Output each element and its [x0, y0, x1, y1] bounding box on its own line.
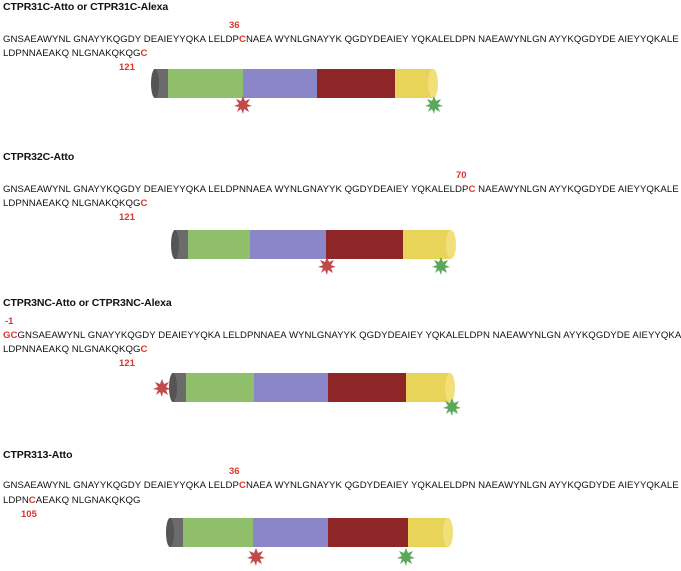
- sequence-line-1: GNSAEAWYNL GNAYYKQGDY DEAIEYYQKA LELDPNN…: [3, 184, 679, 195]
- protein-bar: [153, 373, 461, 416]
- protein-bar: [171, 230, 456, 275]
- repeat-3-segment: [326, 230, 403, 259]
- sequence-line-1: GNSAEAWYNL GNAYYKQGDY DEAIEYYQKA LELDPCN…: [3, 480, 679, 491]
- repeat-2-segment: [253, 518, 328, 547]
- sequence-line-2: LDPNNAEAKQ NLGNAKQKQGC: [3, 198, 148, 209]
- sequence-line-1: GNSAEAWYNL GNAYYKQGDY DEAIEYYQKA LELDPCN…: [3, 34, 679, 45]
- residue-number-bottom: 121: [119, 212, 135, 223]
- residue-number-top: -1: [5, 316, 14, 327]
- donor-dye-star: [425, 96, 443, 114]
- solvating-end: [428, 69, 438, 98]
- cap-end: [169, 373, 177, 402]
- solvating-end: [443, 518, 453, 547]
- repeat-1-segment: [188, 230, 250, 259]
- solvating-helix-segment: [406, 373, 450, 402]
- protein-bar: [166, 518, 453, 566]
- residue-number-top: 36: [229, 20, 240, 31]
- residue-number-top: 70: [456, 170, 467, 181]
- cap-end: [166, 518, 174, 547]
- solvating-helix-segment: [403, 230, 451, 259]
- residue-number-bottom: 105: [21, 509, 37, 520]
- panel-title: CTPR3NC-Atto or CTPR3NC-Alexa: [3, 297, 172, 309]
- repeat-1-segment: [168, 69, 243, 98]
- acceptor-dye-star: [318, 257, 336, 275]
- acceptor-dye-star: [247, 548, 265, 566]
- sequence-line-2: LDPNNAEAKQ NLGNAKQKQGC: [3, 344, 148, 355]
- panel-title: CTPR313-Atto: [3, 449, 73, 461]
- donor-dye-star: [443, 398, 461, 416]
- acceptor-dye-star: [234, 96, 252, 114]
- repeat-2-segment: [243, 69, 317, 98]
- panel-title: CTPR31C-Atto or CTPR31C-Alexa: [3, 1, 169, 13]
- solvating-helix-segment: [408, 518, 448, 547]
- sequence-line-1: GCGNSAEAWYNL GNAYYKQGDY DEAIEYYQKA LELDP…: [3, 330, 681, 341]
- sequence-line-2: LDPNCAEAKQ NLGNAKQKQG: [3, 495, 141, 506]
- repeat-1-segment: [186, 373, 254, 402]
- repeat-2-segment: [250, 230, 326, 259]
- cap-end: [171, 230, 179, 259]
- solvating-end: [446, 230, 456, 259]
- repeat-3-segment: [328, 518, 408, 547]
- residue-number-bottom: 121: [119, 358, 135, 369]
- repeat-2-segment: [254, 373, 328, 402]
- cap-end: [151, 69, 159, 98]
- solvating-helix-segment: [395, 69, 433, 98]
- residue-number-top: 36: [229, 466, 240, 477]
- protein-bar: [151, 69, 443, 114]
- acceptor-dye-star: [153, 379, 171, 397]
- panel-title: CTPR32C-Atto: [3, 151, 75, 163]
- repeat-3-segment: [317, 69, 395, 98]
- donor-dye-star: [397, 548, 415, 566]
- solvating-end: [445, 373, 455, 402]
- sequence-line-2: LDPNNAEAKQ NLGNAKQKQGC: [3, 48, 148, 59]
- repeat-3-segment: [328, 373, 406, 402]
- repeat-1-segment: [183, 518, 253, 547]
- donor-dye-star: [432, 257, 450, 275]
- residue-number-bottom: 121: [119, 62, 135, 73]
